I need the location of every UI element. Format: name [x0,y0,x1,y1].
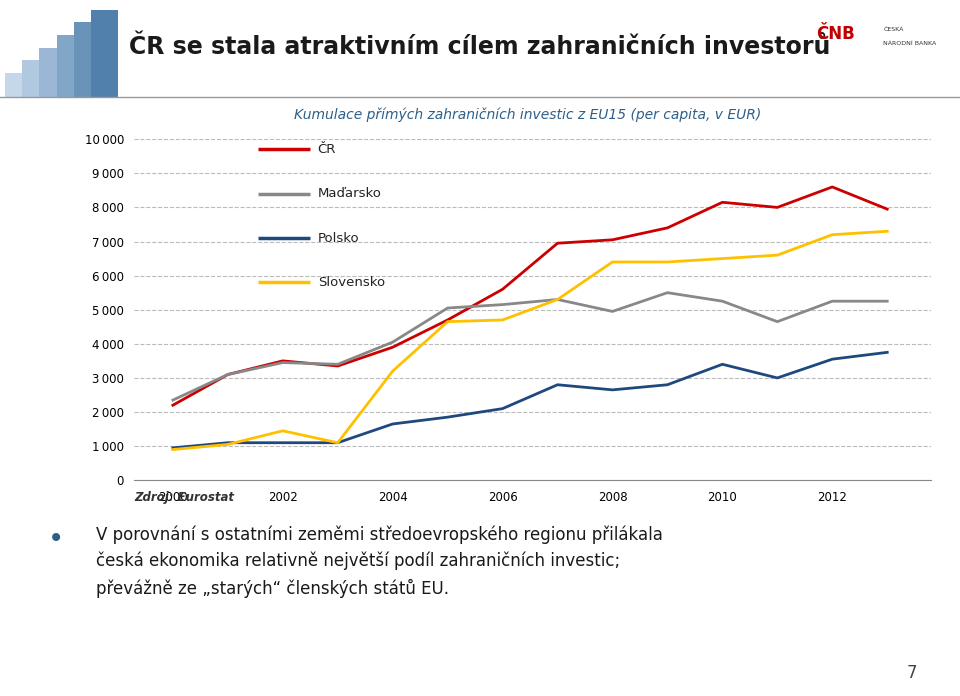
Bar [22,61,49,97]
Bar [74,22,101,97]
Text: ČR se stala atraktivním cílem zahraničních investorů: ČR se stala atraktivním cílem zahraniční… [130,35,830,58]
Bar [39,48,66,97]
Text: Kumulace přímých zahraničních investic z EU15 (per capita, v EUR): Kumulace přímých zahraničních investic z… [295,108,761,122]
Text: NÁRODNÍ BANKA: NÁRODNÍ BANKA [883,41,936,47]
Bar [57,35,84,97]
Text: ČR: ČR [318,143,336,156]
Text: ČESKÁ: ČESKÁ [883,26,903,32]
Text: ČNB: ČNB [816,25,854,43]
Bar [5,73,32,97]
Text: Slovensko: Slovensko [318,276,385,289]
Text: 7: 7 [906,664,917,682]
Bar [91,10,118,97]
Text: V porovnání s ostatními zeměmi středoevropského regionu přilákala
česká ekonomik: V porovnání s ostatními zeměmi středoevr… [96,525,662,598]
Text: Polsko: Polsko [318,232,359,244]
Text: Zdroj: Eurostat: Zdroj: Eurostat [134,491,234,504]
Text: •: • [48,525,64,553]
Text: Maďarsko: Maďarsko [318,187,381,200]
